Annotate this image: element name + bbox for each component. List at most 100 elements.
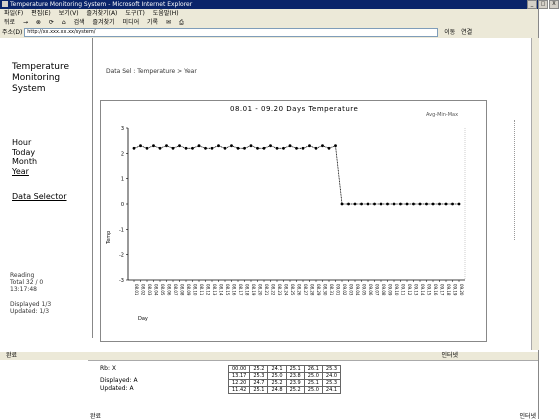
x-tick-label: 09.17: [440, 284, 445, 296]
table-cell: 25.1: [249, 386, 269, 394]
x-tick-label: 08.14: [219, 284, 224, 296]
x-axis-label: Day: [138, 316, 148, 322]
table-cell: 11.42: [227, 386, 251, 394]
status-text: 완료: [6, 352, 18, 359]
stop-icon[interactable]: ⊗: [35, 19, 41, 26]
bottom-side-info: Rb: X Displayed: A Updated: A: [100, 365, 138, 393]
refresh-icon[interactable]: ⟳: [48, 19, 54, 26]
go-button[interactable]: 이동: [444, 29, 456, 36]
table-row: 00.00 25.2 24.1 25.1 26.1 25.3: [227, 365, 342, 373]
data-point: [327, 146, 331, 150]
table-row: 12.20 24.7 25.2 23.9 25.1 25.3: [227, 379, 342, 387]
maximize-button[interactable]: □: [538, 0, 548, 9]
brand-title: Temperature Monitoring System: [12, 62, 87, 95]
menu-file[interactable]: 파일(F): [4, 10, 24, 17]
data-point: [178, 144, 181, 148]
table-cell: 25.3: [321, 379, 342, 387]
nav-today[interactable]: Today: [12, 147, 36, 157]
links-button[interactable]: 연결: [461, 29, 473, 36]
x-tick-label: 08.29: [316, 284, 321, 296]
data-point: [451, 202, 454, 206]
data-point: [308, 144, 311, 148]
side-info-line: 13:17:48: [10, 286, 37, 293]
data-point: [347, 202, 350, 206]
table-cell: 13.17: [227, 372, 251, 380]
home-icon[interactable]: ⌂: [61, 19, 66, 26]
nav-month[interactable]: Month: [12, 157, 38, 166]
back-button[interactable]: 뒤로: [4, 19, 16, 26]
favorites-button[interactable]: 즐겨찾기: [92, 19, 115, 26]
address-input[interactable]: http://xx.xxx.xx.xx/system/: [24, 28, 439, 37]
x-tick-label: 08.21: [264, 284, 269, 296]
x-tick-label: 09.12: [407, 284, 412, 296]
x-tick-label: 08.22: [271, 284, 276, 296]
bottom-window: Rb: X Displayed: A Updated: A 00.00 25.2 2…: [88, 360, 538, 420]
x-tick-label: 09.05: [362, 284, 367, 296]
side-info-line: Total 32 / 0: [10, 279, 44, 286]
x-tick-label: 08.01: [134, 284, 139, 296]
x-tick-label: 08.06: [167, 284, 172, 296]
data-point: [191, 146, 194, 150]
data-point: [184, 146, 188, 150]
background-window[interactable]: [538, 0, 559, 419]
data-point: [314, 146, 318, 150]
search-button[interactable]: 검색: [73, 19, 85, 26]
y-tick-label: 3: [121, 126, 124, 132]
side-info-line: Updated: 1/3: [10, 308, 50, 315]
window-title-bar[interactable]: Temperature Monitoring System - Microsof…: [0, 0, 540, 9]
minimize-button[interactable]: _: [527, 0, 537, 9]
data-point: [321, 144, 324, 148]
mail-icon[interactable]: ✉: [166, 19, 172, 26]
data-point: [210, 146, 214, 150]
data-point: [223, 146, 227, 150]
data-point: [236, 146, 240, 150]
table-cell: 23.9: [285, 379, 305, 387]
close-button[interactable]: X: [549, 0, 559, 9]
table-cell: 26.1: [303, 365, 323, 373]
menu-view[interactable]: 보기(V): [58, 10, 79, 17]
x-tick-label: 08.27: [303, 284, 308, 296]
table-cell: 25.0: [303, 372, 323, 380]
x-tick-label: 08.13: [212, 284, 217, 296]
data-point: [249, 144, 253, 148]
data-point: [152, 144, 155, 148]
menu-edit[interactable]: 편집(E): [31, 10, 51, 17]
nav-year[interactable]: Year: [12, 166, 29, 176]
print-icon[interactable]: ⎙: [178, 19, 184, 26]
x-tick-label: 08.15: [225, 284, 230, 296]
data-point: [418, 202, 422, 206]
nav-data-selector[interactable]: Data Selector: [12, 192, 67, 201]
data-point: [457, 202, 461, 206]
menu-help[interactable]: 도움말(H): [152, 10, 179, 17]
table-cell: 23.8: [285, 372, 305, 380]
data-point: [132, 146, 136, 150]
table-row: 11.42 25.1 24.8 25.2 25.0 24.1: [227, 386, 342, 394]
media-button[interactable]: 미디어: [122, 19, 140, 26]
y-tick-label: -1: [119, 227, 124, 233]
table-cell: 25.0: [303, 386, 323, 394]
data-point: [197, 144, 201, 148]
bottom-side-line: Updated: A: [100, 385, 134, 392]
forward-button[interactable]: →: [22, 19, 28, 26]
table-cell: 25.2: [285, 386, 305, 394]
x-tick-label: 09.16: [433, 284, 438, 296]
table-cell: 25.2: [267, 379, 287, 387]
nav-hour[interactable]: Hour: [12, 138, 32, 147]
data-point: [444, 202, 448, 206]
chart-panel: [100, 100, 487, 342]
bottom-side-line: Rb: X: [100, 365, 117, 372]
data-point: [425, 202, 428, 206]
address-bar: 주소(D) http://xx.xxx.xx.xx/system/ 이동 연결: [0, 28, 538, 38]
window-controls: _ □ X: [526, 0, 559, 9]
x-tick-label: 09.08: [381, 284, 386, 296]
history-button[interactable]: 기록: [147, 19, 159, 26]
menu-favorites[interactable]: 즐겨찾기(A): [86, 10, 118, 17]
vertical-scrollbar[interactable]: [531, 38, 539, 350]
table-cell: 24.0: [321, 372, 342, 380]
series-line: [133, 145, 459, 205]
x-tick-label: 08.19: [251, 284, 256, 296]
menu-tools[interactable]: 도구(T): [125, 10, 145, 17]
x-tick-label: 09.07: [375, 284, 380, 296]
data-point: [256, 146, 259, 150]
bottom-status-text: 완료: [90, 413, 102, 420]
